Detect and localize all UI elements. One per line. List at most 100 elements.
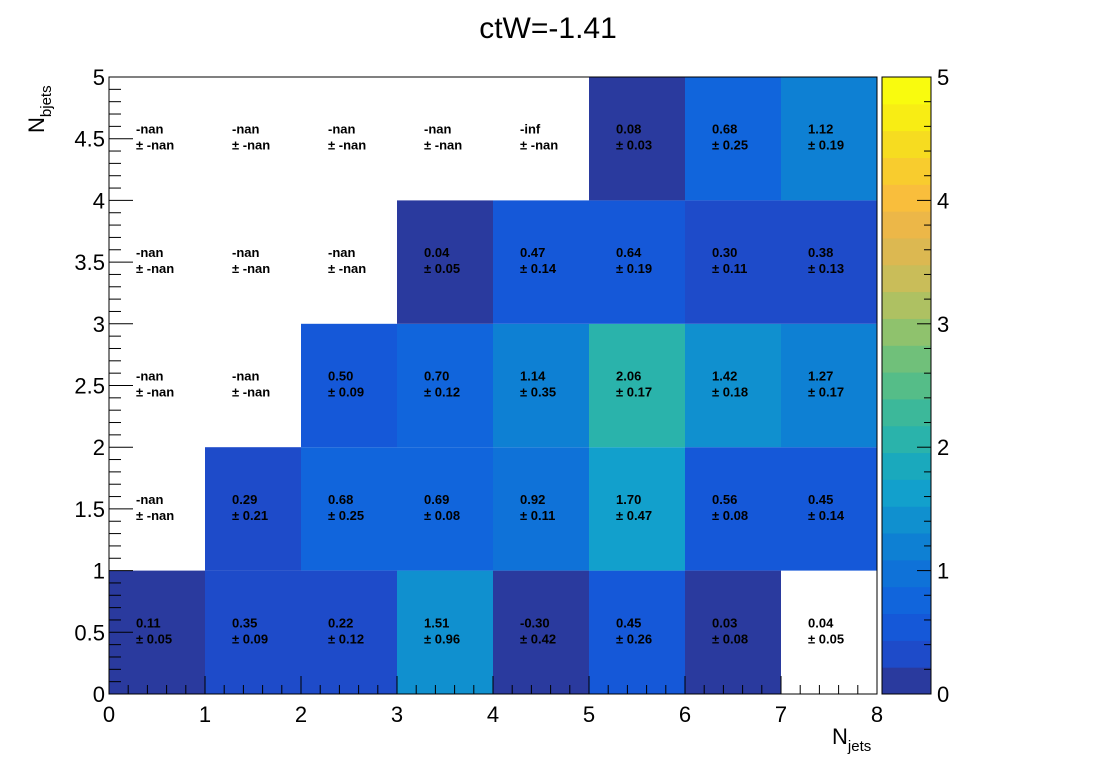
y-tick-label: 1.5 xyxy=(74,497,105,522)
y-axis-label-sub: bjets xyxy=(38,85,55,117)
cell-error-label: ± 0.47 xyxy=(616,508,652,523)
cell-error-label: ± 0.19 xyxy=(808,138,844,153)
heatmap-cells xyxy=(109,77,877,694)
cell-error-label: ± 0.14 xyxy=(520,261,557,276)
cell-error-label: ± 0.25 xyxy=(712,138,748,153)
heatmap-cell xyxy=(301,447,397,571)
cell-error-label: ± 0.21 xyxy=(232,508,268,523)
cell-value-label: -nan xyxy=(424,122,452,137)
cell-value-label: -0.30 xyxy=(520,615,550,630)
cell-error-label: ± 0.08 xyxy=(712,631,748,646)
colorbar-segment xyxy=(882,291,931,319)
colorbar-segment xyxy=(882,211,931,239)
cell-error-label: ± -nan xyxy=(232,385,270,400)
heatmap-cell xyxy=(301,323,397,448)
cell-value-label: -nan xyxy=(136,492,164,507)
colorbar-segment xyxy=(882,372,931,400)
cell-value-label: 2.06 xyxy=(616,369,641,384)
x-tick-label: 3 xyxy=(391,702,403,727)
heatmap-cell-labels: 0.11± 0.050.35± 0.090.22± 0.121.51± 0.96… xyxy=(136,122,845,647)
z-tick-label: 5 xyxy=(937,65,949,90)
cell-value-label: 0.11 xyxy=(136,615,161,630)
cell-value-label: 0.04 xyxy=(808,615,834,630)
cell-error-label: ± -nan xyxy=(520,138,558,153)
cell-error-label: ± 0.03 xyxy=(616,138,652,153)
cell-error-label: ± 0.25 xyxy=(328,508,364,523)
cell-error-label: ± -nan xyxy=(328,138,366,153)
cell-error-label: ± 0.17 xyxy=(616,385,652,400)
cell-value-label: -nan xyxy=(136,245,164,260)
colorbar-segment xyxy=(882,264,931,293)
colorbar-segment xyxy=(882,318,931,346)
z-tick-label: 3 xyxy=(937,312,949,337)
heatmap-cell xyxy=(493,570,589,694)
cell-error-label: ± -nan xyxy=(136,138,174,153)
x-tick-label: 4 xyxy=(487,702,499,727)
y-tick-label: 2 xyxy=(93,435,105,460)
z-tick-label: 4 xyxy=(937,188,949,213)
heatmap-cell xyxy=(397,323,493,448)
cell-error-label: ± -nan xyxy=(136,508,174,523)
cell-value-label: 1.70 xyxy=(616,492,641,507)
x-axis-label-sub: jets xyxy=(847,738,871,755)
colorbar-segment xyxy=(882,506,931,534)
cell-error-label: ± 0.09 xyxy=(328,385,364,400)
cell-value-label: -nan xyxy=(232,245,260,260)
x-tick-label: 5 xyxy=(583,702,595,727)
cell-value-label: -nan xyxy=(232,369,260,384)
cell-value-label: -nan xyxy=(328,245,356,260)
y-tick-label: 4 xyxy=(93,188,105,213)
cell-error-label: ± 0.19 xyxy=(616,261,652,276)
x-tick-label: 8 xyxy=(871,702,883,727)
colorbar-segment xyxy=(882,237,931,266)
heatmap-cell xyxy=(781,77,877,201)
heatmap-cell xyxy=(589,323,685,448)
cell-value-label: 0.35 xyxy=(232,615,257,630)
colorbar-segment xyxy=(882,130,931,158)
y-tick-label: 0 xyxy=(93,682,105,707)
colorbar-segment xyxy=(882,479,931,507)
cell-error-label: ± -nan xyxy=(136,385,174,400)
z-tick-label: 0 xyxy=(937,682,949,707)
cell-value-label: 0.03 xyxy=(712,615,737,630)
x-tick-label: 6 xyxy=(679,702,691,727)
y-tick-label: 0.5 xyxy=(74,620,105,645)
colorbar-segment xyxy=(882,452,931,480)
cell-error-label: ± 0.17 xyxy=(808,385,844,400)
cell-error-label: ± 0.05 xyxy=(136,631,172,646)
colorbar-segment xyxy=(882,667,931,695)
colorbar-segment xyxy=(882,345,931,373)
heatmap-cell xyxy=(397,447,493,571)
cell-value-label: -nan xyxy=(328,122,356,137)
cell-value-label: -nan xyxy=(136,369,164,384)
cell-value-label: 0.45 xyxy=(616,615,641,630)
heatmap-cell xyxy=(589,77,685,201)
heatmap-cell xyxy=(493,447,589,571)
cell-error-label: ± -nan xyxy=(328,261,366,276)
cell-error-label: ± 0.26 xyxy=(616,631,652,646)
heatmap-cell xyxy=(397,570,493,694)
colorbar-segment xyxy=(882,586,931,615)
y-tick-label: 4.5 xyxy=(74,127,105,152)
y-tick-label: 3 xyxy=(93,312,105,337)
heatmap-cell xyxy=(781,200,877,324)
cell-error-label: ± 0.09 xyxy=(232,631,268,646)
x-tick-label: 0 xyxy=(103,702,115,727)
cell-value-label: 1.51 xyxy=(424,615,449,630)
colorbar-segment xyxy=(882,640,931,668)
cell-value-label: 0.38 xyxy=(808,245,833,260)
heatmap-cell xyxy=(301,570,397,694)
cell-value-label: 0.30 xyxy=(712,245,737,260)
heatmap-cell xyxy=(397,200,493,324)
cell-value-label: -nan xyxy=(232,122,260,137)
cell-value-label: 0.22 xyxy=(328,615,353,630)
chart-title: ctW=-1.41 xyxy=(479,12,617,45)
cell-error-label: ± 0.11 xyxy=(520,508,555,523)
color-scale-bar xyxy=(881,76,932,695)
y-tick-label: 1 xyxy=(93,559,105,584)
x-axis-label-main: N xyxy=(832,724,848,749)
y-tick-label: 2.5 xyxy=(74,374,105,399)
x-tick-label: 1 xyxy=(199,702,211,727)
heatmap-cell xyxy=(493,200,589,324)
